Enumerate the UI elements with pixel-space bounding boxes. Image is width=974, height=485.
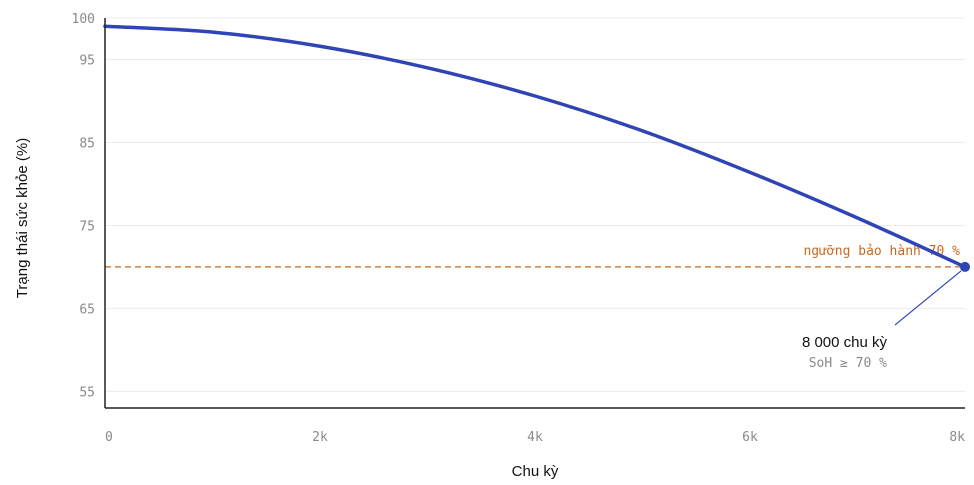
series-group: [103, 24, 967, 269]
axes: [104, 18, 965, 409]
gridlines: [105, 17, 965, 392]
x-tick-label: 8k: [949, 430, 965, 445]
end-point-marker: [960, 261, 970, 272]
annotation-label: 8 000 chu kỳ: [802, 334, 888, 351]
x-tick-label: 0: [105, 430, 113, 445]
x-tick-label: 6k: [742, 430, 758, 445]
annotation-group: 8 000 chu kỳ SoH ≥ 70 %: [802, 261, 970, 371]
threshold-label: ngưỡng bảo hành 70 %: [803, 244, 960, 259]
y-tick-label: 85: [79, 136, 95, 151]
y-tick-label: 65: [79, 302, 95, 317]
x-tick-label: 2k: [312, 430, 328, 445]
y-tick-label: 95: [79, 53, 95, 68]
y-tick-label: 75: [79, 219, 95, 234]
annotation-sublabel: SoH ≥ 70 %: [809, 356, 887, 371]
y-axis-title: Trạng thái sức khỏe (%): [14, 138, 31, 298]
y-tick-label: 55: [79, 385, 95, 400]
x-axis-title: Chu kỳ: [512, 463, 559, 480]
y-tick-label: 100: [72, 12, 95, 27]
threshold-group: ngưỡng bảo hành 70 %: [105, 244, 965, 268]
x-tick-label: 4k: [527, 430, 543, 445]
annotation-leader-line: [894, 270, 962, 326]
tick-labels: 55 65 75 85 95 100 0 2k 4k 6k 8k: [72, 12, 966, 445]
series-line: [103, 24, 967, 269]
